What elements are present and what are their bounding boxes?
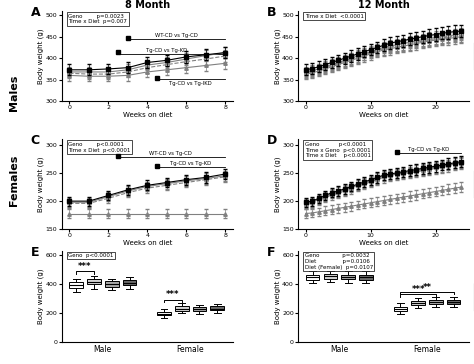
Text: B: B [267,5,277,19]
Text: Tg-CD vs Tg-IKD: Tg-CD vs Tg-IKD [169,80,211,86]
Text: Geno        p=0.0023
Time x Diet  p=0.007: Geno p=0.0023 Time x Diet p=0.007 [68,13,128,24]
Text: ***: *** [166,290,180,299]
PathPatch shape [210,306,224,310]
Y-axis label: Body weight (g): Body weight (g) [38,28,44,84]
Text: Geno             p=0.0032
Diet               p=0.0106
Diet (Female)  p=0.0107: Geno p=0.0032 Diet p=0.0106 Diet (Female… [305,253,373,270]
PathPatch shape [447,300,460,304]
X-axis label: Weeks on diet: Weeks on diet [123,112,172,118]
Text: Tg-CD vs Tg-KD: Tg-CD vs Tg-KD [170,161,210,166]
PathPatch shape [359,275,373,280]
Text: **: ** [422,283,431,292]
Y-axis label: Body weight (g): Body weight (g) [274,269,281,324]
PathPatch shape [306,275,319,280]
Text: Geno           p<0.0001
Time x Geno  p<0.0001
Time x Diet    p<0.0001: Geno p<0.0001 Time x Geno p<0.0001 Time … [305,142,371,158]
PathPatch shape [324,274,337,279]
Text: Geno  p<0.0001: Geno p<0.0001 [68,253,114,258]
Title: 8 Month: 8 Month [125,0,170,10]
Text: ***: *** [411,285,425,294]
PathPatch shape [341,275,355,279]
PathPatch shape [105,281,118,286]
Text: WT-CD vs Tg-CD: WT-CD vs Tg-CD [149,151,192,156]
Text: Males: Males [9,75,19,111]
Text: Tg-CD vs Tg-KD: Tg-CD vs Tg-KD [409,147,450,152]
X-axis label: Weeks on diet: Weeks on diet [359,112,408,118]
X-axis label: Weeks on diet: Weeks on diet [123,240,172,246]
PathPatch shape [175,306,189,310]
PathPatch shape [429,300,443,304]
Text: Time x Diet  <0.0001: Time x Diet <0.0001 [305,13,364,19]
Y-axis label: Body weight (g): Body weight (g) [274,28,281,84]
PathPatch shape [157,312,171,316]
Title: 12 Month: 12 Month [358,0,410,10]
Text: D: D [267,134,277,147]
PathPatch shape [87,279,101,284]
Text: E: E [31,246,39,259]
Text: A: A [31,5,40,19]
Y-axis label: Body weight (g): Body weight (g) [38,269,44,324]
Y-axis label: Body weight (g): Body weight (g) [38,157,44,212]
Text: Tg-CD vs Tg-KD: Tg-CD vs Tg-KD [146,48,187,53]
Text: C: C [31,134,40,147]
X-axis label: Weeks on diet: Weeks on diet [359,240,408,246]
Text: Geno        p<0.0001
Time x Diet  p<0.0001: Geno p<0.0001 Time x Diet p<0.0001 [68,142,131,153]
PathPatch shape [70,282,83,288]
PathPatch shape [193,307,206,311]
Text: F: F [267,246,276,259]
Text: WT-CD vs Tg-CD: WT-CD vs Tg-CD [155,33,198,38]
PathPatch shape [123,280,137,285]
Text: ***: *** [78,262,92,271]
PathPatch shape [393,307,407,311]
Text: Females: Females [9,154,19,206]
Y-axis label: Body weight (g): Body weight (g) [274,157,281,212]
PathPatch shape [411,301,425,305]
